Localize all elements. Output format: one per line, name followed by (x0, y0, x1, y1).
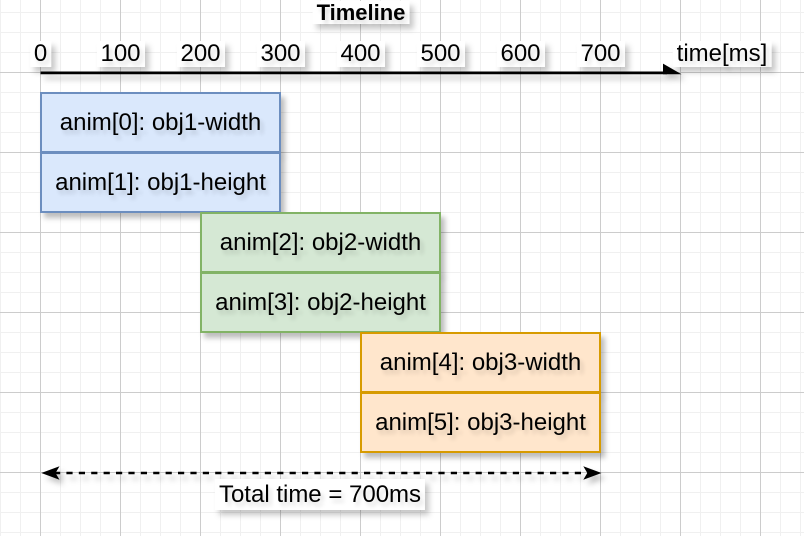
axis-tick-200: 200 (176, 41, 225, 67)
axis-tick-300: 300 (256, 41, 305, 67)
axis-tick-400: 400 (336, 41, 385, 67)
axis-tick-700: 700 (576, 41, 625, 67)
axis-tick-500: 500 (416, 41, 465, 67)
anim-box-3[interactable]: anim[3]: obj2-height (200, 272, 441, 333)
total-time-label: Total time = 700ms (214, 479, 426, 510)
axis-tick-100: 100 (96, 41, 145, 67)
diagram-title: Timeline (312, 1, 410, 24)
axis-tick-0: 0 (29, 41, 52, 67)
anim-box-5[interactable]: anim[5]: obj3-height (360, 392, 601, 453)
axis-unit-label: time[ms] (672, 41, 772, 67)
anim-box-4[interactable]: anim[4]: obj3-width (360, 332, 601, 393)
anim-box-1[interactable]: anim[1]: obj1-height (40, 152, 281, 213)
anim-box-2[interactable]: anim[2]: obj2-width (200, 212, 441, 273)
axis-tick-600: 600 (496, 41, 545, 67)
